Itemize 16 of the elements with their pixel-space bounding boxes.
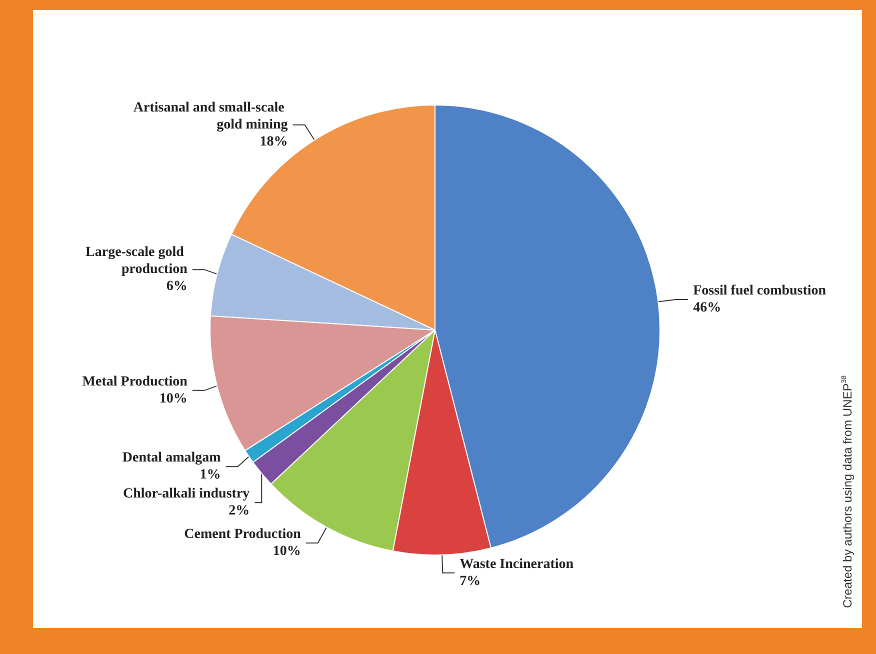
slice-label: Fossil fuel combustion	[693, 284, 826, 299]
data-label: 10%	[159, 391, 188, 406]
data-label: 7%	[460, 574, 481, 589]
data-label: 10%	[272, 544, 301, 559]
slice-label: Chlor-alkali industry	[122, 486, 250, 502]
data-label: 46%	[693, 300, 722, 316]
data-label: 6%	[166, 279, 188, 294]
slice-label: Dental amalgam	[122, 450, 222, 466]
data-label: 2%	[228, 504, 250, 519]
slice-label: Artisanal and small-scale gold mining	[133, 100, 288, 132]
data-label: 1%	[200, 468, 221, 483]
slice-label: Cement Production	[184, 526, 302, 542]
slice-label: Waste Incineration	[460, 556, 574, 572]
slice-label: Large-scale gold production	[86, 245, 188, 278]
slice-label: Metal Production	[82, 374, 188, 390]
data-label: 18%	[260, 134, 288, 150]
